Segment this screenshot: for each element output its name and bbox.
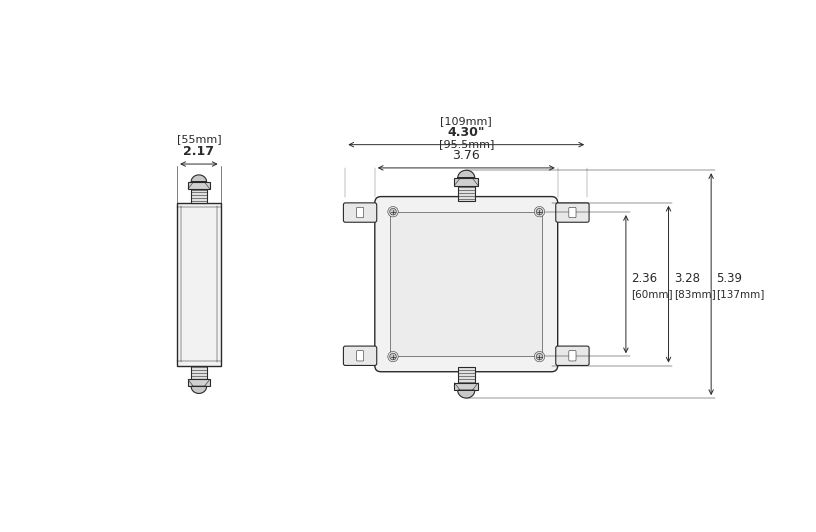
Circle shape [534,206,545,217]
Polygon shape [188,182,210,189]
Circle shape [536,353,543,360]
Polygon shape [191,365,206,379]
FancyBboxPatch shape [556,203,589,222]
Text: [95.5mm]: [95.5mm] [438,139,494,149]
Text: 5.39: 5.39 [716,272,743,285]
Text: 2.17: 2.17 [184,145,215,158]
Polygon shape [455,383,478,390]
Text: 2.36: 2.36 [632,272,658,285]
FancyBboxPatch shape [177,203,220,365]
Circle shape [390,353,397,360]
FancyBboxPatch shape [390,212,542,356]
FancyBboxPatch shape [357,351,364,361]
FancyBboxPatch shape [375,197,557,372]
Circle shape [390,209,397,215]
Polygon shape [458,390,475,398]
Text: [60mm]: [60mm] [632,289,673,299]
Polygon shape [188,379,210,386]
Text: [137mm]: [137mm] [716,289,765,299]
Polygon shape [458,170,475,178]
Text: 3.28: 3.28 [674,272,700,285]
FancyBboxPatch shape [357,207,364,218]
FancyBboxPatch shape [556,346,589,365]
Polygon shape [191,175,206,182]
FancyBboxPatch shape [569,207,576,218]
Polygon shape [191,189,206,203]
Text: [55mm]: [55mm] [176,134,221,144]
Text: [109mm]: [109mm] [441,116,492,126]
FancyBboxPatch shape [344,346,377,365]
Text: 4.30": 4.30" [447,126,485,139]
Circle shape [536,209,543,215]
Circle shape [388,352,398,362]
Polygon shape [458,186,475,201]
Polygon shape [458,368,475,383]
Polygon shape [191,386,206,394]
FancyBboxPatch shape [344,203,377,222]
Circle shape [388,206,398,217]
FancyBboxPatch shape [569,351,576,361]
Text: 3.76: 3.76 [452,149,480,162]
Circle shape [534,352,545,362]
Polygon shape [455,178,478,186]
Text: [83mm]: [83mm] [674,289,716,299]
